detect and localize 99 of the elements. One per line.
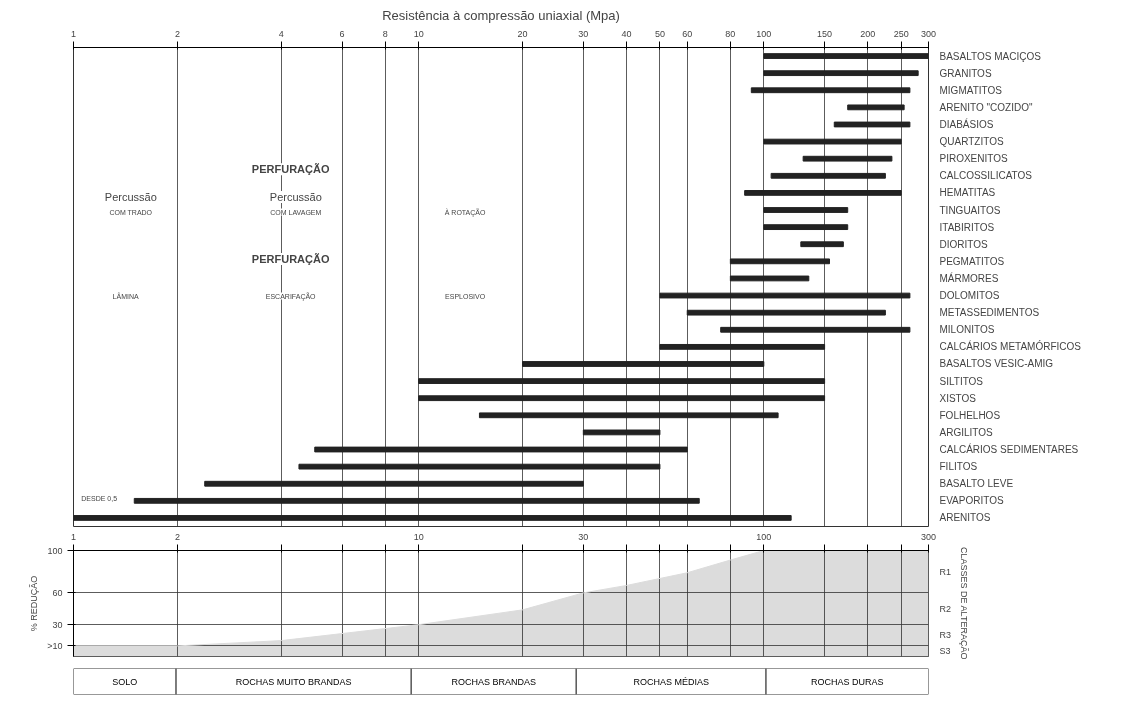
y-tick-label: 100 <box>47 545 63 556</box>
x-tick-label: 10 <box>413 28 424 39</box>
x-tick-label: 100 <box>756 531 772 542</box>
bar <box>763 224 849 231</box>
x-tick-label: 300 <box>920 531 937 542</box>
bar <box>73 515 792 521</box>
y-tick-label: MÁRMORES <box>939 271 999 284</box>
x-tick-label: 4 <box>278 28 284 39</box>
y-tick-label: >10 <box>47 640 63 651</box>
bar <box>750 87 911 94</box>
x-tick-label: 150 <box>817 28 833 39</box>
y-tick-label: HEMATITAS <box>939 187 996 199</box>
y2-axis-title: CLASSES DE ALTERAÇÃO <box>959 547 969 660</box>
y-tick-label: TINGUAITOS <box>939 204 1001 216</box>
category-label: SOLO <box>112 676 138 687</box>
bar <box>418 395 826 402</box>
y-tick-label: PIROXENITOS <box>939 153 1008 165</box>
annotation: Percussão <box>269 190 322 203</box>
category-label: ROCHAS BRANDAS <box>451 676 536 687</box>
bar <box>133 497 700 504</box>
x-tick-label: 200 <box>860 28 876 39</box>
x-tick-label: 2 <box>174 531 180 542</box>
x-tick-label: 8 <box>382 28 388 39</box>
x-tick-label: 250 <box>893 28 909 39</box>
x-tick-label: 2 <box>174 28 180 39</box>
y-tick-label: DIORITOS <box>939 238 988 250</box>
y-tick-label: ITABIRITOS <box>939 221 995 233</box>
y-tick-label: BASALTOS MACIÇOS <box>939 50 1042 62</box>
y-tick-label: CALCÁRIOS METAMÓRFICOS <box>939 340 1082 353</box>
y-tick-label: MIGMATITOS <box>939 84 1003 96</box>
x-tick-label: 30 <box>578 531 589 542</box>
bar <box>582 429 661 436</box>
y-tick-label: CALCOSSILICATOS <box>939 170 1033 182</box>
y-tick-label: EVAPORITOS <box>939 495 1004 507</box>
bar <box>418 378 826 384</box>
y-tick-label: BASALTOS VESIC-AMIG <box>939 358 1054 370</box>
bar <box>298 463 661 470</box>
y-tick-label: CALCÁRIOS SEDIMENTARES <box>939 443 1079 456</box>
y-tick-label: XISTOS <box>939 392 977 404</box>
x-tick-label: 1 <box>71 531 77 542</box>
x-tick-label: 20 <box>517 28 528 39</box>
x-tick-label: 80 <box>725 28 736 39</box>
y-tick-label: ARENITOS <box>939 512 991 524</box>
bar <box>763 53 929 59</box>
x-tick-label: 40 <box>621 28 632 39</box>
bar <box>763 207 849 213</box>
category-label: ROCHAS MUITO BRANDAS <box>235 676 352 687</box>
x-tick-label: 60 <box>682 28 693 39</box>
y-tick-label: 60 <box>52 587 63 598</box>
y-tick-label: FOLHELHOS <box>939 409 1001 421</box>
bar <box>770 172 886 179</box>
y-tick-label: ARGILITOS <box>939 426 993 438</box>
annotation: Percussão <box>104 190 157 203</box>
text: S3 <box>939 646 951 657</box>
y-tick-label: ARENITO "COZIDO" <box>939 101 1033 113</box>
bar <box>729 258 831 265</box>
x-tick-label: 1 <box>71 28 77 39</box>
bar <box>729 275 810 282</box>
y-axis-title: % REDUÇÃO <box>29 575 40 632</box>
bar <box>314 446 688 453</box>
bar <box>659 292 911 299</box>
bar <box>659 343 826 350</box>
bar <box>204 480 584 487</box>
y-tick-label: SILTITOS <box>939 375 984 387</box>
y-tick-label: DIABÁSIOS <box>939 117 994 130</box>
bar <box>802 155 893 162</box>
bar <box>720 326 911 333</box>
y-tick-label: PEGMATITOS <box>939 255 1005 267</box>
category-label: ROCHAS MÉDIAS <box>633 676 709 687</box>
y-tick-label: MILONITOS <box>939 324 995 336</box>
x-tick-label: 300 <box>920 28 937 39</box>
bar <box>478 412 779 419</box>
y-tick-label: DOLOMITOS <box>939 290 1000 302</box>
bar <box>686 309 886 316</box>
y-tick-label: 30 <box>52 619 63 630</box>
y-tick-label: QUARTZITOS <box>939 136 1004 148</box>
bar <box>522 361 765 367</box>
bar <box>744 190 902 196</box>
chart-title: Resistência à compressão uniaxial (Mpa) <box>382 7 620 23</box>
x-tick-label: 100 <box>756 28 772 39</box>
y-tick-label: FILITOS <box>939 461 978 473</box>
y-tick-label: METASSEDIMENTOS <box>939 307 1040 319</box>
text: R1 <box>939 566 952 577</box>
bar <box>833 121 911 128</box>
text: R2 <box>939 603 952 614</box>
x-tick-label: 50 <box>654 28 665 39</box>
y-tick-label: BASALTO LEVE <box>939 478 1014 490</box>
bar <box>763 70 919 77</box>
bar <box>847 104 905 111</box>
category-label: ROCHAS DURAS <box>811 676 884 687</box>
annotation: PERFURAÇÃO <box>251 253 330 266</box>
x-tick-label: 6 <box>339 28 345 39</box>
bar <box>800 241 844 248</box>
x-tick-label: 30 <box>578 28 589 39</box>
bar <box>763 138 902 145</box>
annotation: PERFURAÇÃO <box>251 163 330 176</box>
text: R3 <box>939 630 952 641</box>
y-tick-label: GRANITOS <box>939 67 992 79</box>
x-tick-label: 10 <box>413 531 424 542</box>
